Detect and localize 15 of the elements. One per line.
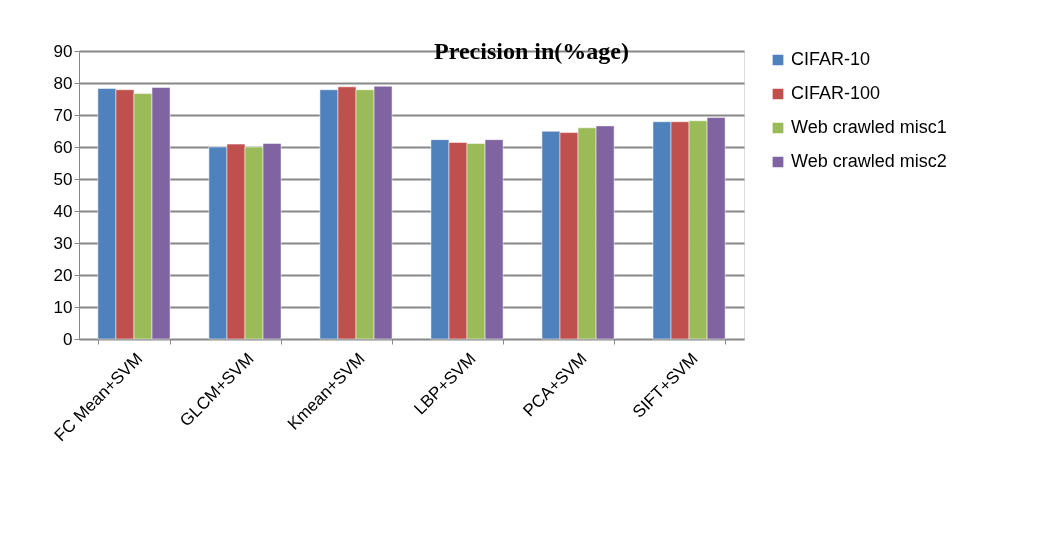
legend-label: Web crawled misc1 (791, 117, 947, 137)
chart-title: Precision in(%age) (434, 38, 629, 64)
y-tick-label: 20 (53, 265, 73, 285)
legend-label: Web crawled misc2 (791, 151, 947, 171)
legend-label: CIFAR-100 (791, 83, 881, 103)
y-tick-label: 50 (53, 169, 73, 189)
y-tick-label: 30 (53, 233, 73, 253)
legend-label: CIFAR-10 (791, 49, 871, 69)
y-tick-label: 60 (53, 137, 73, 157)
y-tick-label: 80 (53, 73, 73, 93)
y-tick-label: 40 (53, 201, 73, 221)
y-tick-label: 10 (53, 297, 73, 317)
y-tick-label: 70 (53, 105, 73, 125)
y-tick-label: 90 (53, 41, 73, 61)
y-tick-label: 0 (63, 329, 73, 349)
